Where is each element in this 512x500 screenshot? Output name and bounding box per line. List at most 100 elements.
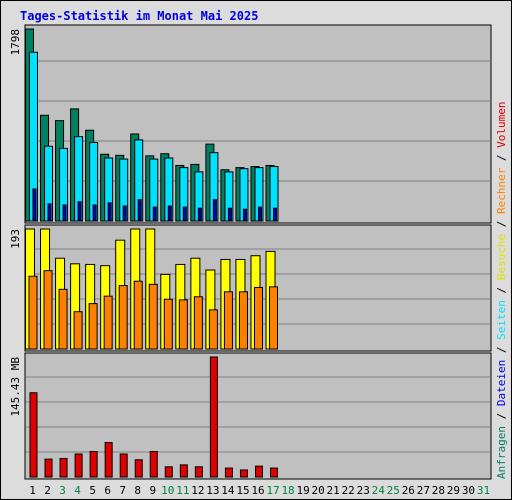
bottom-bar-volumen-6 (104, 442, 113, 478)
top-bar-seiten-15 (242, 208, 247, 222)
middle-bar-rechner-3 (58, 288, 68, 350)
bottom-bar-volumen-5 (89, 450, 98, 478)
x-label-2: 2 (44, 484, 51, 497)
x-label-20: 20 (312, 484, 325, 497)
top-bar-seiten-6 (107, 202, 112, 222)
legend-part-3: / (495, 340, 508, 360)
x-label-17: 17 (266, 484, 279, 497)
middle-bar-rechner-5 (88, 303, 98, 350)
chart-title: Tages-Statistik im Monat Mai 2025 (20, 9, 259, 23)
legend: Anfragen / Dateien / Seiten / Besuche / … (495, 101, 508, 479)
x-label-13: 13 (206, 484, 219, 497)
x-label-26: 26 (402, 484, 415, 497)
bottom-bar-volumen-15 (239, 469, 248, 478)
middle-bar-rechner-12 (193, 296, 203, 350)
middle-bar-rechner-14 (223, 291, 233, 350)
bottom-bar-volumen-3 (59, 457, 68, 478)
middle-bar-rechner-9 (148, 283, 158, 350)
top-bar-seiten-1 (32, 188, 37, 222)
legend-part-9: / (495, 148, 508, 168)
x-label-15: 15 (236, 484, 249, 497)
middle-bar-rechner-8 (133, 280, 143, 350)
bottom-bar-volumen-7 (119, 453, 128, 478)
x-label-30: 30 (462, 484, 475, 497)
x-label-3: 3 (59, 484, 66, 497)
legend-part-6: Besuche (495, 234, 508, 280)
x-label-24: 24 (372, 484, 386, 497)
legend-part-0: Anfragen (495, 426, 508, 479)
middle-bar-rechner-15 (238, 291, 248, 350)
x-label-9: 9 (149, 484, 156, 497)
top-bar-seiten-11 (182, 206, 187, 222)
x-label-29: 29 (447, 484, 460, 497)
middle-bar-rechner-1 (28, 275, 38, 350)
bottom-bar-volumen-13 (209, 356, 218, 478)
bottom-bar-volumen-8 (134, 459, 143, 478)
x-label-11: 11 (176, 484, 189, 497)
top-bar-seiten-10 (167, 205, 172, 222)
legend-part-7: / (495, 214, 508, 234)
middle-bar-rechner-7 (118, 285, 128, 350)
x-label-14: 14 (221, 484, 235, 497)
legend-part-2: Dateien (495, 360, 508, 406)
middle-bar-rechner-11 (178, 299, 188, 350)
middle-bar-rechner-16 (253, 286, 263, 350)
x-label-6: 6 (104, 484, 111, 497)
middle-bar-rechner-6 (103, 295, 113, 350)
middle-ymax-label: 193 (9, 229, 22, 249)
middle-bar-rechner-2 (43, 270, 53, 350)
top-bar-seiten-4 (77, 201, 82, 222)
x-label-18: 18 (281, 484, 294, 497)
bottom-bar-volumen-17 (270, 467, 279, 478)
legend-part-4: Seiten (495, 300, 508, 340)
middle-bar-rechner-10 (163, 298, 173, 350)
x-label-23: 23 (357, 484, 370, 497)
legend-part-8: Rechner (495, 167, 508, 214)
middle-bar-rechner-4 (73, 311, 83, 350)
bottom-bar-volumen-2 (44, 458, 53, 478)
x-label-27: 27 (417, 484, 430, 497)
x-label-31: 31 (477, 484, 490, 497)
top-bar-seiten-5 (92, 204, 97, 222)
top-bar-seiten-2 (47, 203, 52, 222)
bottom-bar-volumen-1 (29, 392, 38, 478)
x-label-7: 7 (119, 484, 126, 497)
top-bar-seiten-16 (257, 206, 262, 222)
bottom-bar-volumen-10 (164, 466, 173, 478)
middle-bar-rechner-13 (208, 309, 218, 350)
x-label-8: 8 (134, 484, 141, 497)
bottom-panel (24, 352, 492, 480)
x-label-16: 16 (251, 484, 264, 497)
top-ymax-label: 1798 (9, 29, 22, 56)
x-label-1: 1 (29, 484, 36, 497)
top-bar-seiten-3 (62, 204, 67, 222)
legend-part-10: Volumen (495, 101, 508, 147)
bottom-bar-volumen-12 (194, 466, 203, 478)
middle-bar-rechner-17 (269, 286, 279, 350)
top-bar-seiten-14 (227, 207, 232, 222)
top-bar-seiten-7 (122, 205, 127, 222)
bottom-bar-volumen-9 (149, 450, 158, 478)
bottom-ymax-label: 145.43 MB (9, 357, 22, 417)
bottom-bar-volumen-11 (179, 464, 188, 478)
x-label-4: 4 (74, 484, 81, 497)
bottom-bar-volumen-14 (224, 467, 233, 478)
top-bar-seiten-17 (273, 207, 278, 222)
top-bar-seiten-8 (137, 199, 142, 222)
legend-part-5: / (495, 280, 508, 300)
x-label-10: 10 (161, 484, 174, 497)
bottom-bar-volumen-16 (254, 465, 263, 478)
x-label-5: 5 (89, 484, 96, 497)
top-bar-seiten-13 (212, 199, 217, 222)
legend-part-1: / (495, 406, 508, 426)
x-label-28: 28 (432, 484, 445, 497)
x-label-12: 12 (191, 484, 204, 497)
top-bar-seiten-12 (197, 207, 202, 222)
x-label-22: 22 (342, 484, 355, 497)
x-label-19: 19 (296, 484, 309, 497)
top-bar-seiten-9 (152, 206, 157, 222)
x-label-21: 21 (327, 484, 340, 497)
x-label-25: 25 (387, 484, 400, 497)
